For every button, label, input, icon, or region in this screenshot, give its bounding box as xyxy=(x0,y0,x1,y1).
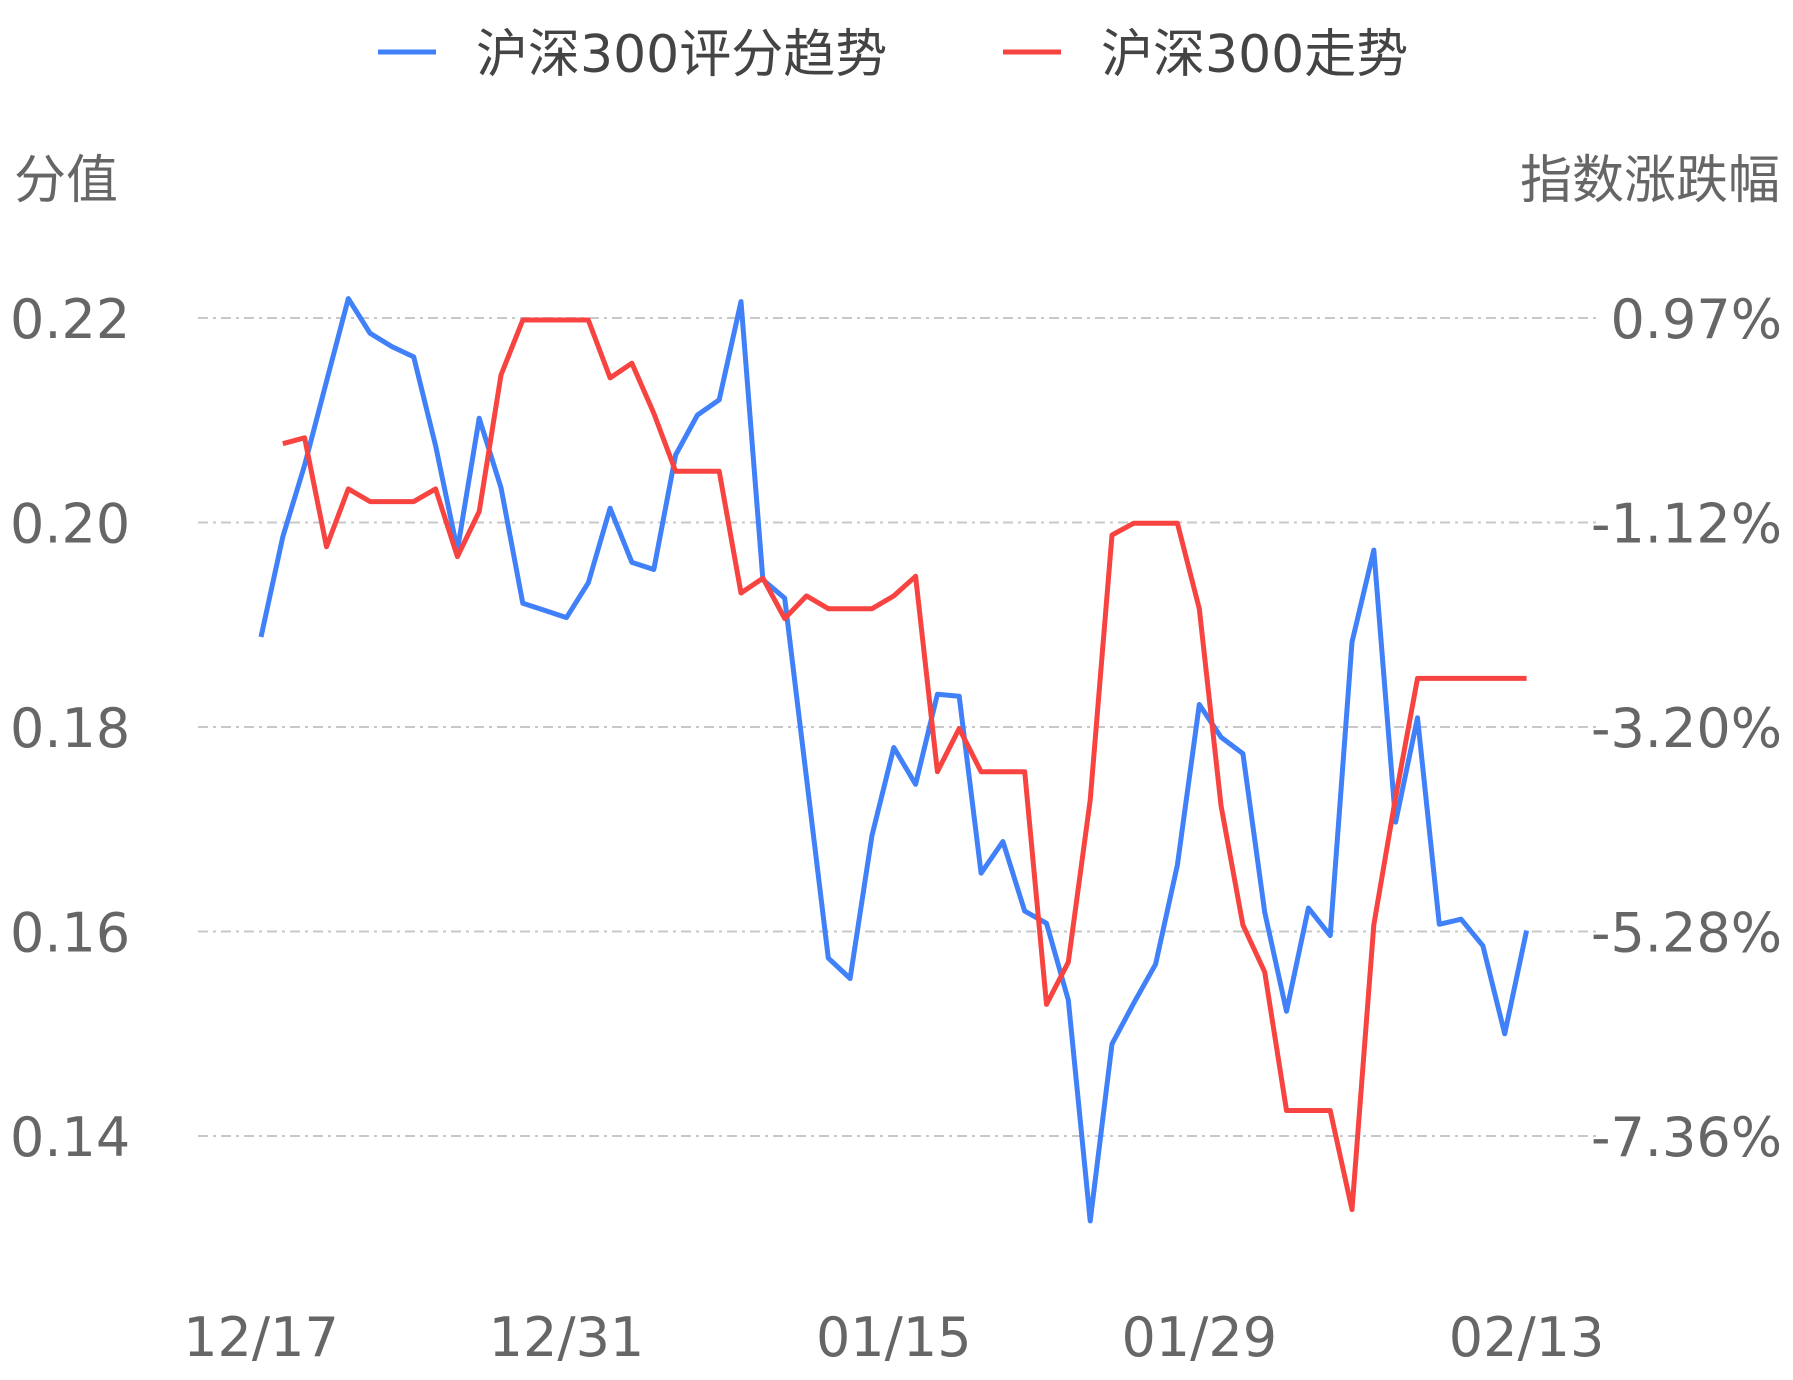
y-left-axis-title: 分值 xyxy=(14,151,118,211)
x-tick-label: 01/29 xyxy=(1121,1306,1277,1369)
y-left-tick-label: 0.16 xyxy=(10,902,130,965)
y-right-axis-title: 指数涨跌幅 xyxy=(1520,151,1780,211)
legend-item-score[interactable]: 沪深300评分趋势 xyxy=(378,25,887,85)
y-right-tick-label: -7.36% xyxy=(1591,1106,1782,1169)
y-left-tick-label: 0.22 xyxy=(10,288,130,351)
series-lines xyxy=(258,296,1530,1224)
series-line-index xyxy=(282,317,1527,1213)
legend: 沪深300评分趋势 沪深300走势 xyxy=(378,25,1408,85)
x-tick-label: 12/17 xyxy=(183,1306,339,1369)
x-tick-label: 12/31 xyxy=(489,1306,645,1369)
x-tick-label: 02/13 xyxy=(1449,1306,1605,1369)
y-left-tick-labels: 0.22 0.20 0.18 0.16 0.14 xyxy=(10,288,130,1169)
y-right-tick-label: -3.20% xyxy=(1591,697,1782,760)
y-right-tick-labels: 0.97% -1.12% -3.20% -5.28% -7.36% xyxy=(1591,288,1782,1169)
y-right-tick-label: 0.97% xyxy=(1610,288,1782,351)
y-left-tick-label: 0.20 xyxy=(10,493,130,556)
legend-item-index[interactable]: 沪深300走势 xyxy=(1003,25,1408,85)
y-right-tick-label: -1.12% xyxy=(1591,493,1782,556)
y-left-tick-label: 0.18 xyxy=(10,697,130,760)
legend-label-score: 沪深300评分趋势 xyxy=(476,25,887,85)
legend-label-index: 沪深300走势 xyxy=(1101,25,1408,85)
y-left-tick-label: 0.14 xyxy=(10,1106,130,1169)
x-tick-label: 01/15 xyxy=(816,1306,972,1369)
y-right-tick-label: -5.28% xyxy=(1591,902,1782,965)
gridlines xyxy=(198,317,1598,1137)
x-tick-labels: 12/17 12/31 01/15 01/29 02/13 xyxy=(183,1306,1604,1369)
series-line-score xyxy=(258,296,1530,1224)
